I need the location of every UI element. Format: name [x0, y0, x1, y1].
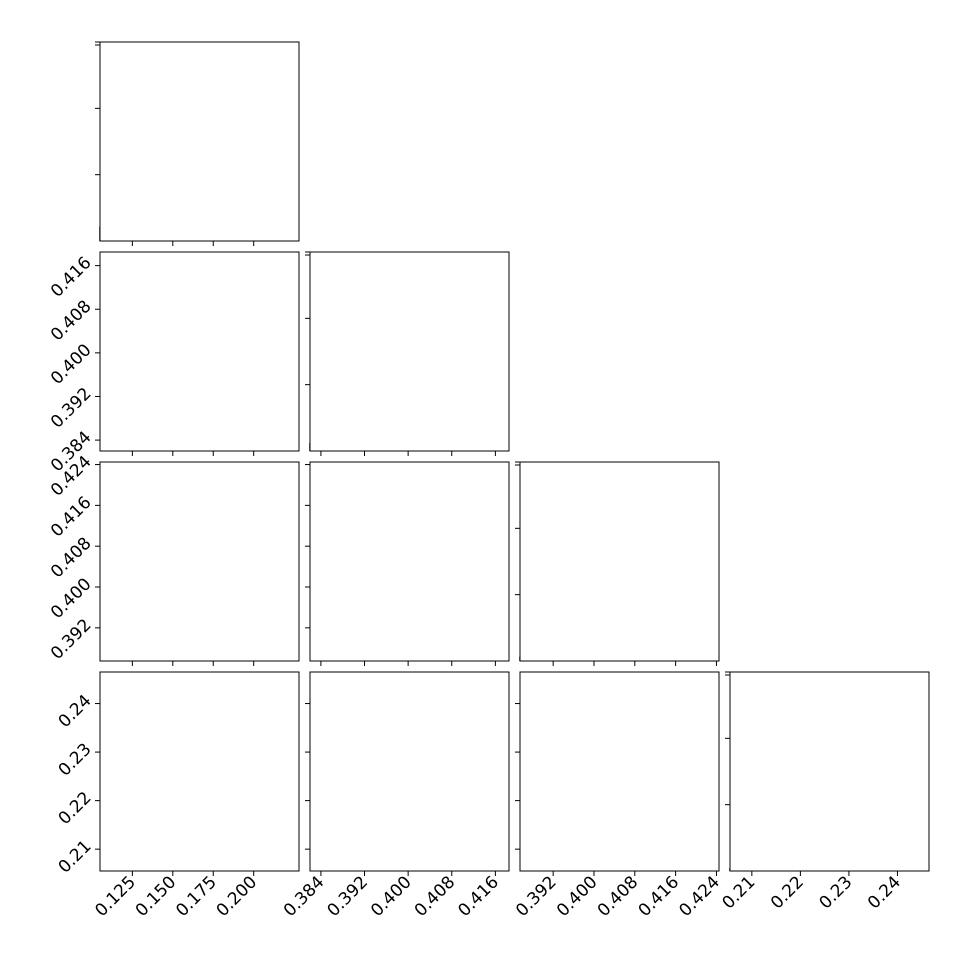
hist-axes-1 [309, 251, 510, 452]
scatter-axes-0-1 [99, 251, 300, 452]
hist-axes-3 [729, 671, 930, 872]
hist-axes-2 [519, 461, 720, 662]
hist-axes-0 [99, 41, 300, 242]
